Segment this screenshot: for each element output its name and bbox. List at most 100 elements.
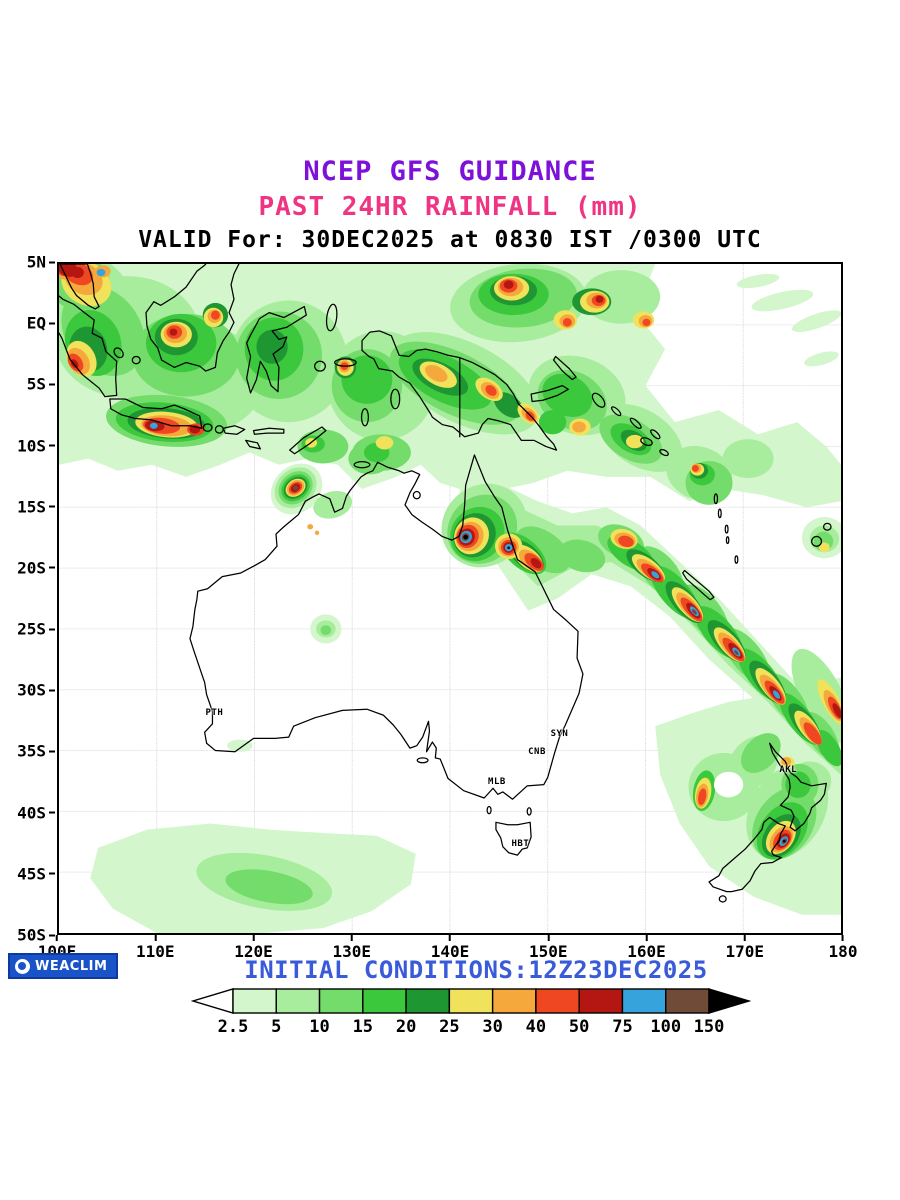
colorbar-cell: [491, 988, 537, 1014]
australia-coastline: [190, 455, 583, 799]
sulawesi-coastline: [247, 307, 307, 393]
y-axis-label: 5S: [26, 374, 46, 394]
coastlines: [59, 264, 831, 902]
tasmania-coastline: [496, 822, 531, 855]
colorbar-cell: [578, 988, 624, 1014]
bangka-island: [113, 346, 125, 359]
colorbar-label: 30: [482, 1017, 503, 1037]
new-guinea-coastline: [362, 331, 557, 450]
fiji-vanua-levu: [824, 523, 831, 530]
buru-island: [315, 361, 326, 371]
malaita-island: [650, 428, 661, 440]
x-axis-label: 150E: [528, 942, 568, 961]
valid-time-line: VALID For: 30DEC2025 at 0830 IST /0300 U…: [138, 227, 762, 253]
colorbar-cell: [405, 988, 451, 1014]
colorbar-label: 75: [612, 1017, 633, 1037]
makira-island: [659, 448, 669, 456]
new-caledonia-coastline: [683, 571, 714, 600]
weaclim-brand-text: WEACLIM: [35, 958, 108, 974]
weaclim-logo: WEACLIM: [8, 953, 119, 979]
flores-coastline: [254, 428, 284, 434]
vanuatu-island: [735, 556, 738, 563]
vanuatu-island: [718, 509, 721, 518]
weaclim-globe-icon: [15, 958, 30, 974]
y-axis-labels: 5N EQ 5S 10S 15S 20S 25S 30S 35S 40S 45S 50S: [0, 253, 55, 945]
tanimbar-islands: [362, 409, 369, 426]
map-svg: [59, 264, 841, 933]
bali-island: [203, 424, 212, 431]
x-axis-label: 130E: [332, 942, 372, 961]
santa-isabel-island: [629, 417, 642, 430]
colorbar-label: 15: [352, 1017, 374, 1037]
y-axis-label: 50S: [17, 925, 46, 945]
rain-shading-150mm: [463, 534, 786, 843]
x-axis-label: 160E: [627, 942, 666, 961]
fiji-viti-levu: [812, 536, 822, 546]
colorbar-cell: [232, 988, 277, 1014]
vanuatu-island: [714, 494, 717, 504]
colorbar-cell: [665, 988, 710, 1014]
colorbar-cell: [275, 988, 321, 1014]
y-axis-label: 35S: [17, 741, 46, 761]
flinders-island: [527, 808, 531, 815]
chart-title: NCEP GFS GUIDANCE: [303, 156, 597, 187]
sumba-coastline: [246, 440, 261, 449]
colorbar-label: 5: [271, 1017, 282, 1037]
colorbar-label: 150: [693, 1017, 725, 1037]
x-axis-label: 180: [828, 942, 858, 961]
y-axis-label: 45S: [17, 864, 46, 884]
x-axis-label: 120E: [234, 942, 273, 961]
cyclone-dry-slot: [713, 771, 744, 798]
colorbar-label: 2.5: [217, 1017, 249, 1037]
colorbar-label: 100: [650, 1017, 682, 1037]
malay-peninsula-coastline: [60, 264, 99, 309]
vanuatu-island: [725, 525, 728, 533]
colorbar-cell: [621, 988, 667, 1014]
y-axis-label: 10S: [17, 436, 46, 456]
halmahera-island: [325, 303, 338, 331]
colorbar-cell: [448, 988, 494, 1014]
guadalcanal-island: [640, 436, 653, 446]
belitung-island: [132, 356, 140, 363]
y-axis-label: 5N: [26, 252, 46, 272]
new-ireland-coastline: [554, 356, 576, 379]
nz-north-island-coastline: [770, 743, 827, 831]
y-axis-label: 30S: [17, 680, 46, 700]
colorbar-label: 40: [525, 1017, 547, 1037]
y-axis-label: EQ: [26, 313, 46, 333]
rainfall-colorbar: 2.5 5 10 15 20 25 30 40 50 75 100 150: [191, 988, 751, 1039]
x-axis-label: 110E: [135, 942, 175, 961]
y-axis-label: 25S: [17, 619, 46, 639]
colorbar-cell: [535, 988, 580, 1014]
colorbar-cell: [318, 988, 364, 1014]
colorbar-label: 50: [568, 1017, 590, 1037]
y-axis-label: 20S: [17, 558, 46, 578]
choiseul-island: [611, 405, 622, 417]
aru-islands: [391, 389, 400, 408]
x-axis-label: 140E: [430, 942, 470, 961]
lombok-island: [215, 426, 223, 433]
x-axis-labels: 100E 110E 120E 130E 140E 150E 160E 170E 180: [38, 937, 858, 963]
melville-island: [354, 462, 370, 468]
new-britain-coastline: [531, 386, 568, 402]
colorbar-scale: [191, 988, 751, 1014]
y-axis-label: 15S: [17, 497, 46, 517]
colorbar-labels: 2.5 5 10 15 20 25 30 40 50 75 100 150: [191, 1017, 751, 1039]
initial-conditions-line: INITIAL CONDITIONS:12Z23DEC2025: [244, 956, 708, 984]
colorbar-label: 25: [439, 1017, 460, 1037]
timor-coastline: [290, 427, 326, 454]
vanuatu-island: [726, 537, 728, 544]
sumbawa-coastline: [223, 426, 245, 435]
bougainville-island: [590, 391, 606, 410]
colorbar-label: 20: [395, 1017, 417, 1037]
seram-island: [335, 359, 357, 366]
map-area: PTH SYN CNB MLB HBT AKL: [57, 262, 843, 935]
colorbar-cell: [191, 988, 234, 1014]
sumatra-coastline: [59, 264, 117, 397]
colorbar-cell: [362, 988, 407, 1014]
y-axis-label: 40S: [17, 803, 46, 823]
king-island: [487, 806, 491, 813]
java-coastline: [110, 399, 202, 428]
chart-subtitle: PAST 24HR RAINFALL (mm): [258, 192, 642, 222]
groote-eylandt: [413, 491, 420, 498]
